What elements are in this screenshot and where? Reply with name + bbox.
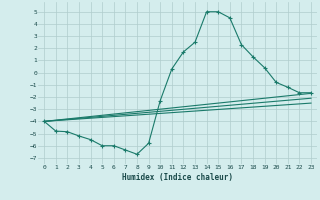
X-axis label: Humidex (Indice chaleur): Humidex (Indice chaleur) [122,173,233,182]
